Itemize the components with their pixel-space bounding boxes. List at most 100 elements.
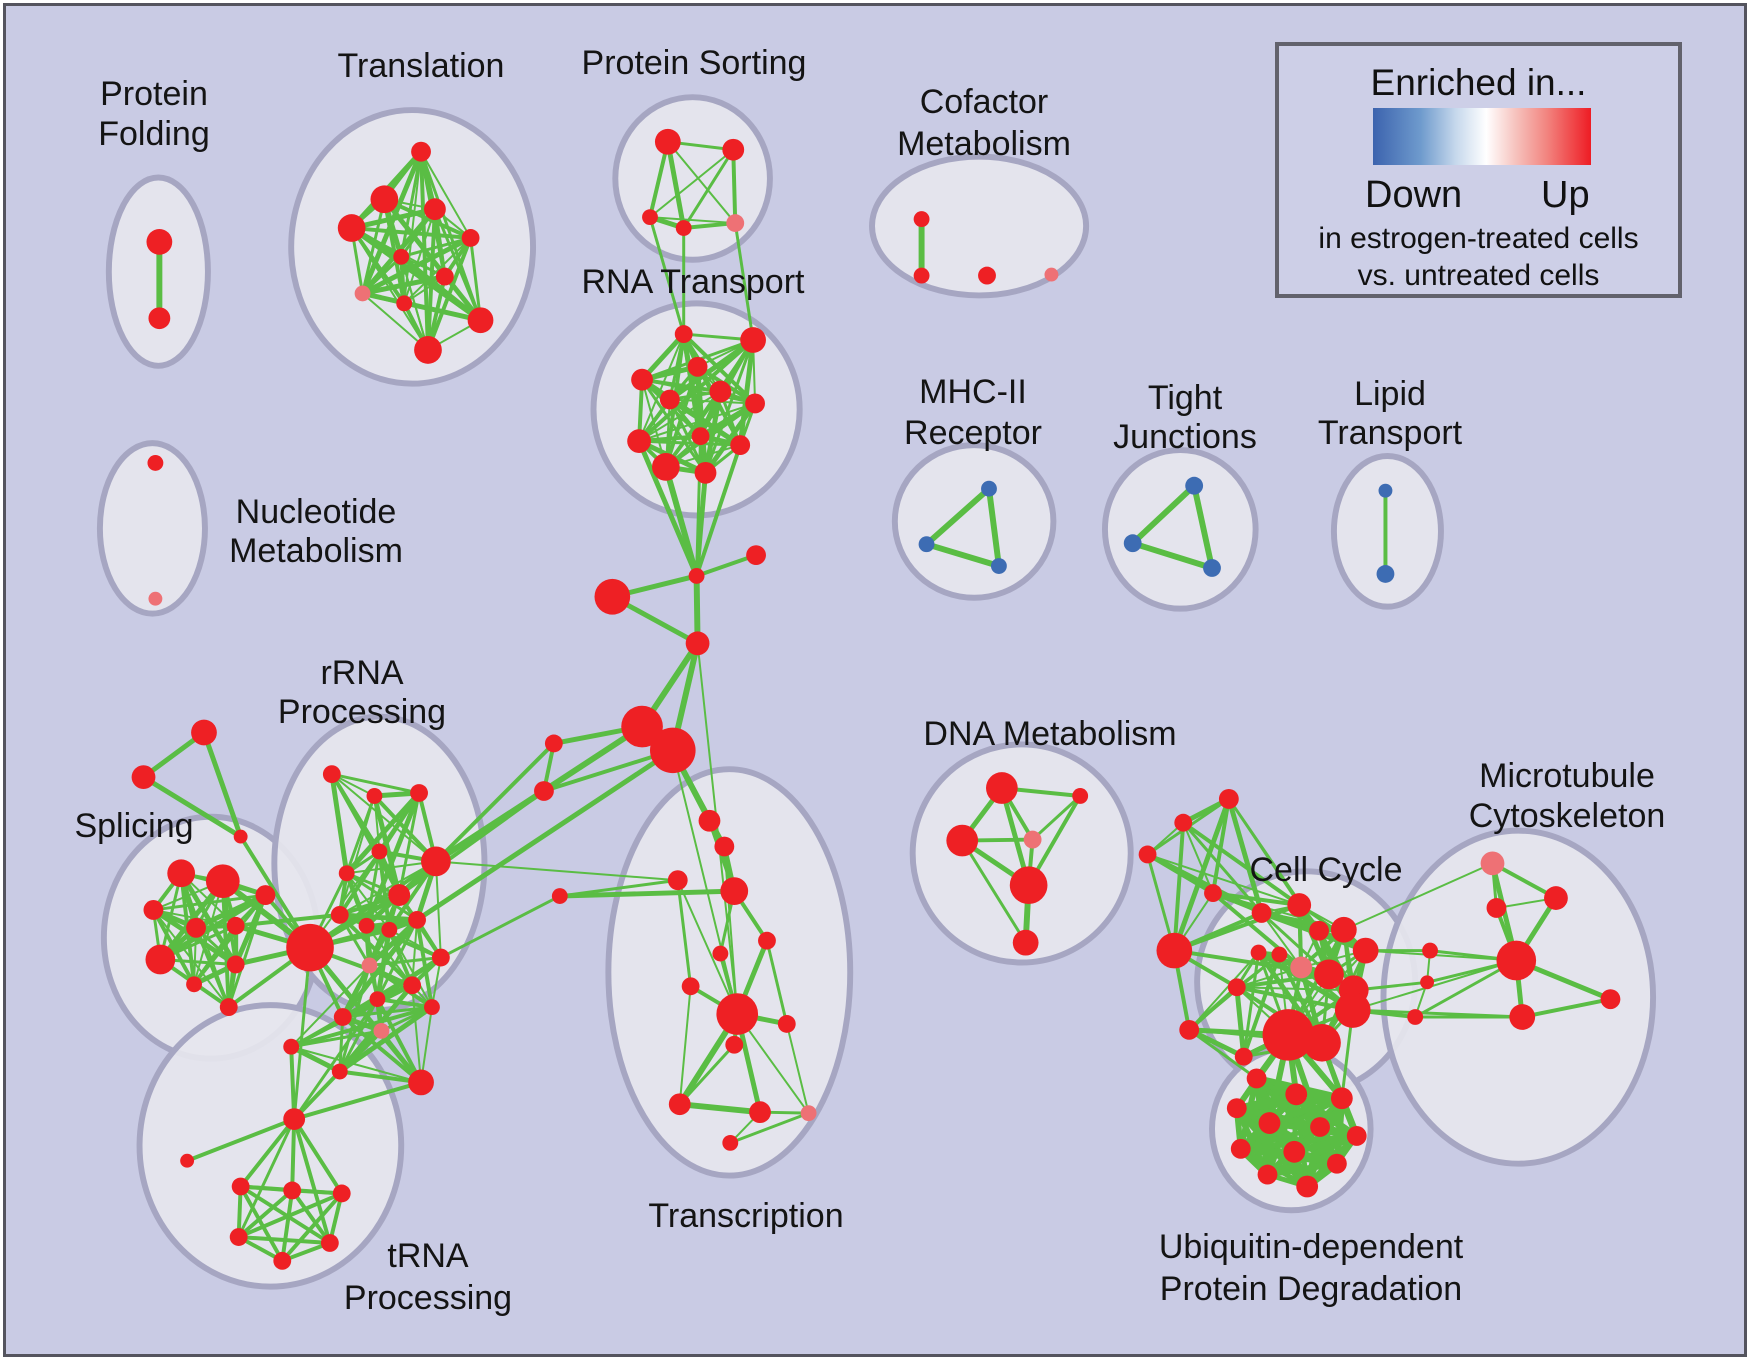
node-transcription-2[interactable]: [667, 870, 688, 891]
node-rrna_triangle-2[interactable]: [233, 829, 248, 844]
node-cofactor-0[interactable]: [913, 211, 930, 228]
node-rrna-16[interactable]: [424, 999, 440, 1016]
node-rrna-21[interactable]: [373, 1022, 390, 1039]
node-microtubule-6[interactable]: [1422, 942, 1438, 959]
node-rrna-10[interactable]: [381, 921, 398, 938]
node-cell_cycle-16[interactable]: [1227, 978, 1246, 997]
node-ubiquitin-5[interactable]: [1310, 1117, 1330, 1137]
node-rrna-12[interactable]: [431, 948, 450, 967]
node-rrna-3[interactable]: [410, 784, 428, 802]
node-chain-1[interactable]: [688, 567, 705, 584]
node-trna-7[interactable]: [273, 1251, 292, 1270]
node-transcription-9[interactable]: [725, 1035, 744, 1054]
node-rrna-13[interactable]: [361, 957, 378, 974]
node-cell_cycle-13[interactable]: [1334, 992, 1371, 1028]
node-protein_folding-0[interactable]: [146, 229, 173, 255]
node-translation-8[interactable]: [396, 295, 413, 312]
node-rna_transport-9[interactable]: [730, 435, 751, 456]
node-transcription-8[interactable]: [716, 993, 759, 1035]
node-transcription-5[interactable]: [758, 931, 776, 950]
node-rrna-19[interactable]: [331, 1063, 348, 1080]
node-chain-7[interactable]: [534, 781, 554, 801]
node-transcription-3[interactable]: [551, 888, 568, 905]
node-transcription-10[interactable]: [777, 1015, 796, 1033]
node-rrna-7[interactable]: [388, 884, 411, 906]
node-translation-10[interactable]: [414, 336, 442, 364]
node-mhc-0[interactable]: [981, 480, 997, 497]
node-cell_cycle-2[interactable]: [1174, 813, 1193, 832]
node-dna-3[interactable]: [1072, 788, 1089, 804]
node-cell_cycle-7[interactable]: [1309, 920, 1329, 941]
node-microtubule-3[interactable]: [1496, 940, 1537, 981]
node-splicing-2[interactable]: [143, 900, 164, 920]
node-transcription-0[interactable]: [698, 809, 721, 832]
node-rrna-6[interactable]: [421, 846, 451, 877]
node-microtubule-5[interactable]: [1509, 1004, 1536, 1030]
node-translation-4[interactable]: [461, 229, 480, 247]
node-splicing-6[interactable]: [186, 976, 202, 993]
node-rna_transport-8[interactable]: [627, 429, 651, 454]
node-splicing-4[interactable]: [226, 916, 245, 935]
node-trna-0[interactable]: [283, 1108, 306, 1130]
node-nucleotide-1[interactable]: [148, 591, 163, 606]
node-ubiquitin-4[interactable]: [1258, 1112, 1281, 1134]
node-splicing-1[interactable]: [205, 864, 240, 899]
node-translation-7[interactable]: [354, 285, 371, 302]
node-ubiquitin-6[interactable]: [1346, 1126, 1367, 1146]
node-cell_cycle-11[interactable]: [1314, 959, 1344, 990]
node-ubiquitin-8[interactable]: [1283, 1140, 1306, 1163]
node-cell_cycle-14[interactable]: [1262, 1009, 1315, 1061]
node-rrna-1[interactable]: [322, 765, 341, 784]
node-chain-3[interactable]: [685, 631, 710, 656]
node-cofactor-1[interactable]: [913, 267, 930, 284]
node-translation-1[interactable]: [370, 185, 399, 214]
node-ubiquitin-0[interactable]: [1246, 1068, 1267, 1089]
node-rrna-2[interactable]: [366, 788, 383, 804]
node-rrna-17[interactable]: [333, 1008, 352, 1026]
node-protein_sorting-4[interactable]: [726, 214, 745, 232]
node-cofactor-3[interactable]: [1044, 267, 1059, 282]
node-trna-1[interactable]: [180, 1153, 195, 1168]
node-rna_transport-4[interactable]: [709, 380, 732, 403]
node-mhc-2[interactable]: [990, 558, 1007, 574]
node-transcription-14[interactable]: [722, 1134, 739, 1151]
node-cell_cycle-19[interactable]: [1234, 1047, 1253, 1066]
node-lipid-1[interactable]: [1376, 565, 1395, 583]
node-cell_cycle-15[interactable]: [1303, 1023, 1341, 1062]
node-rrna-15[interactable]: [369, 991, 386, 1008]
node-rna_transport-5[interactable]: [659, 389, 680, 410]
node-rrna-0[interactable]: [286, 923, 334, 972]
node-ubiquitin-9[interactable]: [1326, 1153, 1347, 1174]
node-transcription-1[interactable]: [714, 836, 735, 857]
node-rna_transport-6[interactable]: [745, 393, 765, 414]
node-transcription-13[interactable]: [800, 1105, 817, 1122]
node-microtubule-2[interactable]: [1486, 898, 1507, 918]
node-splicing-8[interactable]: [219, 998, 238, 1017]
node-chain-4[interactable]: [621, 705, 663, 748]
node-chain-5[interactable]: [650, 727, 696, 774]
node-rna_transport-11[interactable]: [694, 461, 717, 484]
node-rna_transport-1[interactable]: [740, 327, 766, 353]
node-protein_sorting-0[interactable]: [654, 128, 681, 155]
node-ubiquitin-1[interactable]: [1285, 1083, 1308, 1106]
node-splicing-0[interactable]: [167, 859, 196, 888]
node-translation-2[interactable]: [424, 198, 446, 221]
node-trna-5[interactable]: [229, 1228, 248, 1246]
node-splicing-3[interactable]: [186, 917, 206, 938]
node-rrna_triangle-1[interactable]: [131, 765, 156, 790]
node-dna-5[interactable]: [1012, 929, 1039, 956]
node-cell_cycle-4[interactable]: [1204, 884, 1222, 903]
node-tight_junctions-1[interactable]: [1123, 534, 1142, 553]
node-ubiquitin-3[interactable]: [1226, 1098, 1247, 1119]
node-rna_transport-10[interactable]: [651, 453, 680, 481]
node-microtubule-8[interactable]: [1407, 1009, 1424, 1025]
node-protein_sorting-1[interactable]: [722, 138, 745, 161]
node-transcription-4[interactable]: [720, 877, 749, 905]
node-translation-5[interactable]: [393, 248, 410, 265]
node-cell_cycle-6[interactable]: [1287, 893, 1312, 917]
node-rrna-18[interactable]: [283, 1038, 300, 1055]
node-protein_sorting-3[interactable]: [675, 220, 692, 236]
node-rna_transport-7[interactable]: [691, 427, 710, 446]
node-microtubule-1[interactable]: [1544, 886, 1568, 910]
node-rrna-8[interactable]: [330, 905, 349, 924]
